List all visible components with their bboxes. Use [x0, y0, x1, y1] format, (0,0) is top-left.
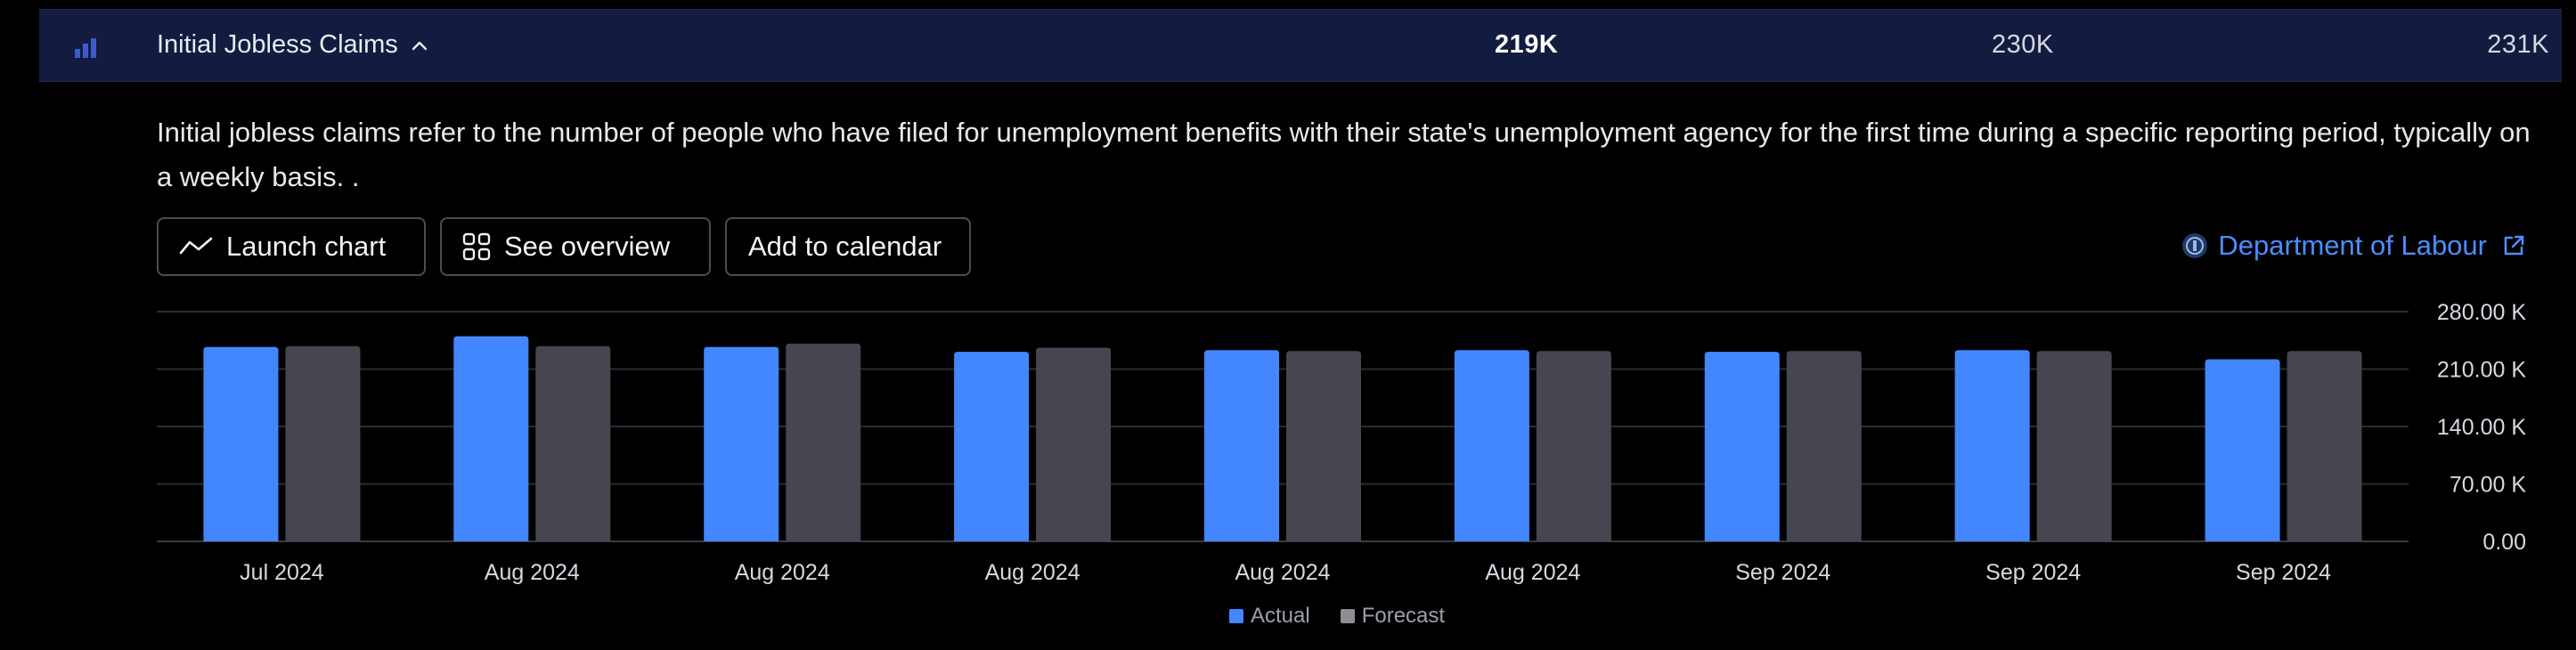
agency-seal-icon: [2182, 233, 2208, 258]
y-tick-label: 210.00 K: [2437, 358, 2526, 383]
bar-forecast[interactable]: [285, 345, 361, 541]
bar-actual[interactable]: [1454, 350, 1529, 541]
x-tick-label: Sep 2024: [1735, 560, 1830, 585]
x-tick-label: Aug 2024: [985, 560, 1080, 585]
bar-forecast[interactable]: [786, 343, 861, 541]
y-tick-label: 0.00: [2482, 530, 2526, 555]
legend-label-forecast: Forecast: [1361, 604, 1446, 628]
x-tick-label: Aug 2024: [1485, 560, 1580, 585]
bar-actual[interactable]: [954, 352, 1030, 541]
bar-actual[interactable]: [453, 336, 529, 541]
bar-actual[interactable]: [704, 346, 779, 541]
bar-actual[interactable]: [1954, 350, 2030, 541]
bar-forecast[interactable]: [1536, 351, 1611, 541]
x-tick-label: Sep 2024: [1985, 560, 2081, 585]
bar-forecast[interactable]: [1786, 351, 1862, 541]
grid-icon: [462, 232, 491, 261]
y-tick-label: 70.00 K: [2450, 473, 2527, 498]
trend-line-icon: [179, 237, 213, 255]
event-header-row[interactable]: Initial Jobless Claims 219K 230K 231K: [39, 9, 2562, 82]
event-title-toggle[interactable]: Initial Jobless Claims: [157, 30, 428, 60]
launch-chart-button[interactable]: Launch chart: [157, 217, 426, 276]
launch-chart-label: Launch chart: [226, 231, 387, 262]
x-tick-label: Jul 2024: [240, 560, 324, 585]
see-overview-label: See overview: [504, 231, 671, 262]
y-tick-label: 140.00 K: [2437, 415, 2526, 440]
forecast-value: 230K: [1992, 30, 2054, 59]
bar-forecast[interactable]: [535, 345, 611, 541]
see-overview-button[interactable]: See overview: [440, 217, 711, 276]
actual-value: 219K: [1495, 30, 1559, 59]
legend-swatch-actual: [1229, 609, 1243, 623]
x-tick-label: Aug 2024: [735, 560, 830, 585]
bar-actual[interactable]: [203, 346, 279, 541]
x-tick-label: Aug 2024: [485, 560, 580, 585]
bar-forecast[interactable]: [1286, 351, 1361, 541]
external-link-icon: [2504, 235, 2524, 256]
event-description: Initial jobless claims refer to the numb…: [157, 117, 2531, 192]
previous-value: 231K: [2487, 30, 2549, 59]
chart-legend: Actual Forecast: [1229, 604, 1445, 629]
legend-item-forecast[interactable]: Forecast: [1340, 604, 1446, 629]
source-link[interactable]: Department of Labour: [2181, 230, 2526, 262]
add-to-calendar-label: Add to calendar: [748, 231, 942, 262]
chevron-up-icon: [412, 41, 427, 50]
legend-label-actual: Actual: [1251, 604, 1310, 628]
x-tick-label: Aug 2024: [1235, 560, 1330, 585]
source-label: Department of Labour: [2218, 230, 2487, 261]
event-title: Initial Jobless Claims: [157, 30, 398, 59]
bar-actual[interactable]: [2205, 359, 2280, 541]
legend-item-actual[interactable]: Actual: [1229, 604, 1310, 629]
bar-chart-icon: [75, 38, 96, 58]
bar-actual[interactable]: [1704, 352, 1780, 541]
y-tick-label: 280.00 K: [2437, 300, 2526, 325]
bar-forecast[interactable]: [1036, 347, 1112, 541]
x-tick-label: Sep 2024: [2236, 560, 2331, 585]
bar-actual[interactable]: [1204, 350, 1279, 541]
bar-forecast[interactable]: [2287, 351, 2362, 541]
bar-forecast[interactable]: [2036, 351, 2112, 541]
legend-swatch-forecast: [1340, 609, 1355, 623]
add-to-calendar-button[interactable]: Add to calendar: [725, 217, 971, 276]
